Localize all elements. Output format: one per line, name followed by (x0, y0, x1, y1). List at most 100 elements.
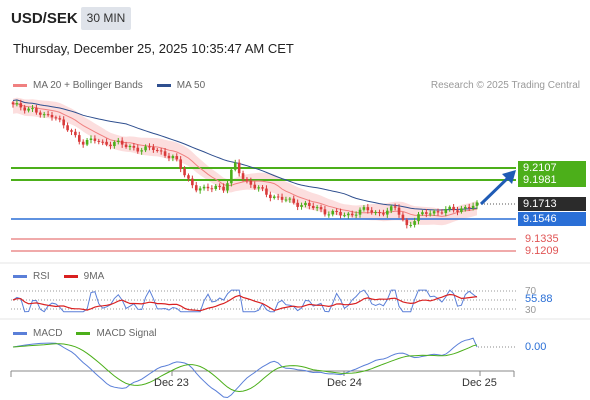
legend-rsi: RSI (13, 271, 50, 282)
candle-body (350, 213, 354, 216)
candle-body (386, 210, 389, 215)
ma20-label: MA 20 + Bollinger Bands (33, 80, 143, 91)
candle-body (405, 219, 409, 226)
candle-body (54, 117, 58, 119)
candle-body (148, 146, 151, 148)
x-label-dec25: Dec 25 (462, 377, 497, 389)
candle-body (120, 140, 124, 145)
candle-body (315, 207, 319, 209)
candle-body (436, 211, 440, 213)
candle-body (382, 213, 385, 215)
rsi-legend: RSI 9MA (13, 271, 118, 282)
candle-body (198, 188, 202, 191)
macd-signal-swatch (76, 332, 91, 335)
candle-body (113, 141, 116, 147)
candle-body (460, 208, 463, 212)
last-price-label: 9.1713 (518, 197, 586, 211)
candle-body (425, 212, 428, 214)
candle-body (276, 196, 280, 198)
candle-body (432, 211, 436, 214)
candle-body (93, 138, 97, 141)
candle-body (38, 112, 42, 115)
candle-body (296, 202, 299, 207)
candle-body (128, 145, 132, 148)
candle-body (237, 162, 241, 174)
candle-body (136, 147, 140, 152)
candle-body (155, 149, 159, 151)
candle-body (452, 206, 455, 211)
candle-body (187, 175, 190, 179)
candle-body (70, 130, 73, 132)
level-r1-label: 9.1981 (518, 173, 586, 187)
candle-body (366, 207, 370, 211)
legend-rsi-ma: 9MA (63, 271, 105, 282)
candle-body (116, 140, 120, 142)
candle-body (257, 187, 260, 189)
candle-body (163, 151, 167, 156)
legend-macd: MACD (13, 328, 62, 339)
candle-body (81, 141, 85, 145)
candle-body (167, 155, 171, 159)
legend-ma20: MA 20 + Bollinger Bands (13, 80, 143, 91)
candle-body (206, 186, 210, 189)
forecast-arrow-shaft (479, 174, 512, 206)
candle-body (175, 156, 179, 160)
forecast-arrow-head (502, 170, 516, 184)
candle-body (194, 185, 198, 191)
candle-body (109, 144, 112, 147)
candle-body (448, 206, 452, 210)
ma50-label: MA 50 (176, 80, 206, 91)
candle-body (105, 141, 108, 145)
macd-legend: MACD MACD Signal (13, 328, 170, 339)
level-r2-label: 9.2107 (518, 161, 586, 175)
rsi-ma-label: 9MA (83, 271, 105, 282)
candle-body (327, 214, 331, 216)
candle-body (62, 119, 65, 126)
candle-body (179, 159, 182, 169)
candle-body (140, 150, 143, 152)
candle-body (362, 207, 366, 210)
rsi-ma-swatch (63, 275, 78, 278)
candle-body (456, 210, 459, 212)
candle-body (58, 118, 62, 120)
candle-body (245, 178, 249, 181)
candle-body (378, 212, 381, 214)
candle-body (475, 202, 479, 206)
candle-body (464, 206, 467, 209)
candle-body (85, 139, 89, 145)
macd-signal-label: MACD Signal (96, 328, 157, 339)
candle-body (152, 147, 155, 150)
chart-header: USD/SEK 30 MIN Thursday, December 25, 20… (0, 0, 590, 70)
candle-body (440, 212, 444, 214)
candle-body (269, 194, 272, 199)
candle-body (374, 212, 377, 214)
candle-body (218, 185, 221, 187)
legend-macd-signal: MACD Signal (76, 328, 156, 339)
candle-body (191, 178, 194, 186)
candle-body (159, 150, 163, 152)
candle-body (265, 188, 268, 195)
candle-body (280, 196, 284, 200)
candle-body (323, 209, 327, 215)
ma50-line (12, 99, 478, 211)
candle-body (77, 135, 81, 142)
candle-body (304, 202, 307, 206)
ma20-swatch (13, 84, 27, 87)
candle-body (397, 207, 401, 215)
macd-line (12, 337, 478, 399)
candle-body (409, 224, 413, 226)
rsi-swatch (13, 275, 27, 278)
candle-body (343, 215, 346, 217)
candle-body (300, 205, 303, 207)
candle-body (288, 198, 292, 200)
x-label-dec24: Dec 24 (327, 377, 362, 389)
candle-body (354, 214, 358, 216)
candle-body (50, 114, 54, 118)
candle-body (471, 205, 475, 209)
candle-body (261, 187, 264, 189)
main-legend: MA 20 + Bollinger Bands MA 50 (13, 80, 219, 91)
candle-body (421, 212, 424, 215)
candle-body (97, 140, 101, 142)
timeframe-badge[interactable]: 30 MIN (81, 7, 131, 30)
